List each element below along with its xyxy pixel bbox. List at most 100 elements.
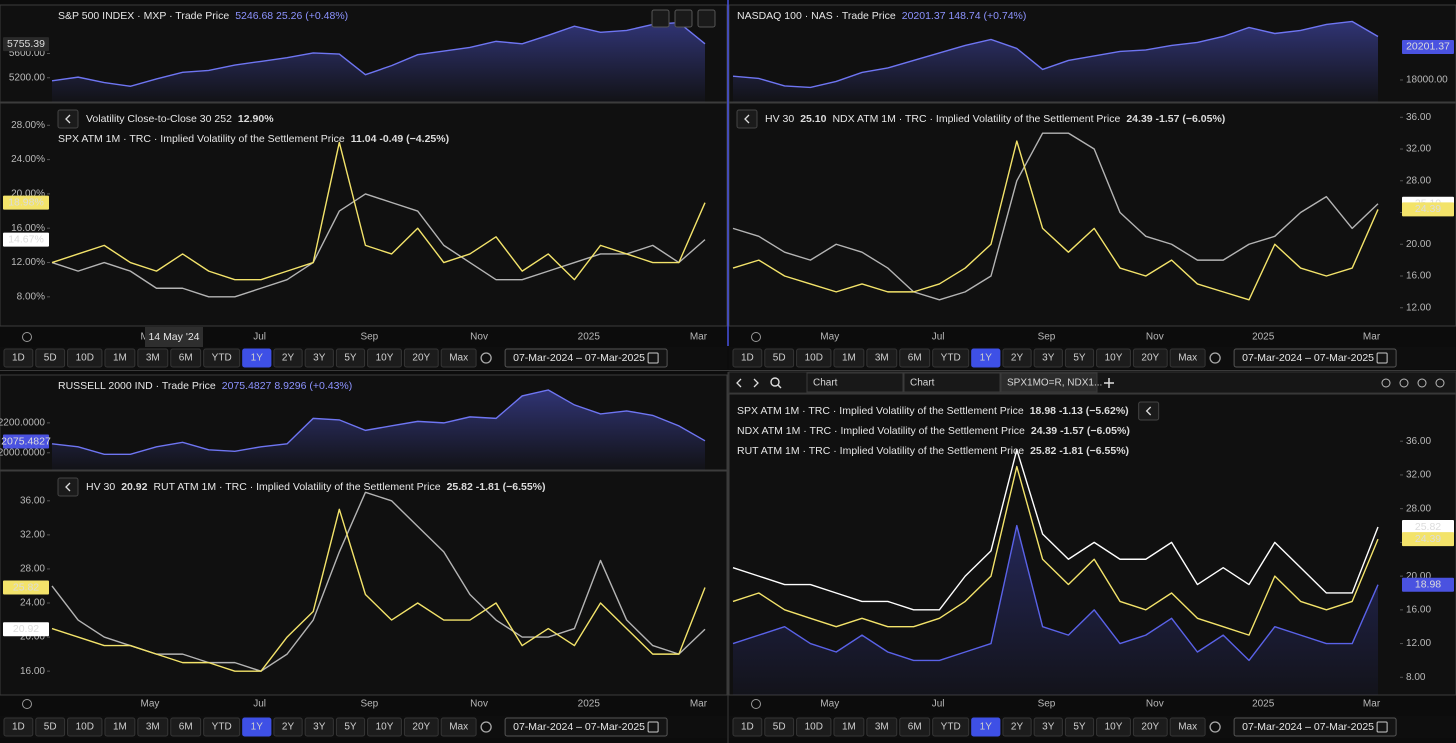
y-tick-label: 32.00 xyxy=(1406,470,1431,481)
range-button[interactable] xyxy=(67,717,103,737)
range-button[interactable] xyxy=(1002,348,1032,368)
range-button[interactable] xyxy=(3,717,34,737)
range-button[interactable] xyxy=(732,348,763,368)
range-button-label: 1M xyxy=(842,722,856,733)
tab-bar-icon[interactable] xyxy=(1417,378,1427,388)
range-button[interactable] xyxy=(304,717,334,737)
legend-name: HV 30 xyxy=(765,113,794,125)
range-button[interactable] xyxy=(367,348,402,368)
range-button[interactable] xyxy=(1064,717,1095,737)
range-button[interactable] xyxy=(932,348,970,368)
range-button[interactable] xyxy=(67,348,103,368)
range-button-label: YTD xyxy=(941,353,961,364)
range-button[interactable] xyxy=(1132,717,1168,737)
date-range-box[interactable] xyxy=(504,717,668,737)
x-tick-label: Nov xyxy=(1146,699,1164,710)
x-tick-label: Nov xyxy=(470,332,488,343)
range-button[interactable] xyxy=(335,717,366,737)
range-settings-icon[interactable] xyxy=(480,721,492,733)
date-range-box[interactable] xyxy=(1233,717,1397,737)
range-button[interactable] xyxy=(971,348,1001,368)
tab-bar-icon[interactable] xyxy=(1435,378,1445,388)
pane-tool-button[interactable] xyxy=(651,9,670,28)
range-button[interactable] xyxy=(242,717,272,737)
range-button[interactable] xyxy=(764,717,795,737)
range-button[interactable] xyxy=(35,348,66,368)
range-button[interactable] xyxy=(1002,717,1032,737)
tab-bar-icon[interactable] xyxy=(1381,378,1391,388)
range-button[interactable] xyxy=(899,717,931,737)
range-settings-icon[interactable] xyxy=(1209,721,1221,733)
range-button[interactable] xyxy=(367,717,402,737)
chart-tab[interactable] xyxy=(903,372,1001,393)
range-button[interactable] xyxy=(440,348,477,368)
range-button[interactable] xyxy=(796,348,832,368)
range-button[interactable] xyxy=(833,717,865,737)
range-button[interactable] xyxy=(35,717,66,737)
range-button[interactable] xyxy=(1132,348,1168,368)
tab-bar-icon[interactable] xyxy=(1399,378,1409,388)
back-button[interactable] xyxy=(57,477,79,497)
back-button[interactable] xyxy=(1138,401,1160,421)
date-range-box[interactable] xyxy=(504,348,668,368)
back-button[interactable] xyxy=(57,109,79,129)
date-range-box[interactable] xyxy=(1233,348,1397,368)
x-tick-label: Nov xyxy=(470,699,488,710)
range-button[interactable] xyxy=(1033,717,1063,737)
range-button[interactable] xyxy=(203,348,241,368)
range-button[interactable] xyxy=(3,348,34,368)
range-button[interactable] xyxy=(104,348,136,368)
range-button[interactable] xyxy=(866,348,898,368)
add-tab-icon[interactable] xyxy=(1104,378,1114,388)
axis-settings-icon[interactable] xyxy=(22,699,32,709)
pane-tool-button[interactable] xyxy=(674,9,693,28)
range-button[interactable] xyxy=(403,348,439,368)
range-button[interactable] xyxy=(170,717,202,737)
legend-readout: 18.98 -1.13 (−5.62%) xyxy=(1030,405,1129,417)
range-button[interactable] xyxy=(866,717,898,737)
range-button[interactable] xyxy=(764,348,795,368)
range-button[interactable] xyxy=(104,717,136,737)
range-button[interactable] xyxy=(137,348,169,368)
range-button[interactable] xyxy=(1169,348,1206,368)
range-button[interactable] xyxy=(1064,348,1095,368)
range-button[interactable] xyxy=(440,717,477,737)
legend-readout: 20.92 xyxy=(121,481,147,493)
range-button[interactable] xyxy=(899,348,931,368)
range-settings-icon[interactable] xyxy=(1209,352,1221,364)
x-tick-label: May xyxy=(140,699,159,710)
range-button[interactable] xyxy=(170,348,202,368)
range-button[interactable] xyxy=(1096,348,1131,368)
range-button[interactable] xyxy=(732,717,763,737)
range-button[interactable] xyxy=(1169,717,1206,737)
range-button[interactable] xyxy=(833,348,865,368)
range-button[interactable] xyxy=(1033,348,1063,368)
range-button-label: 6M xyxy=(179,353,193,364)
range-button[interactable] xyxy=(932,717,970,737)
chart-tab[interactable] xyxy=(1000,372,1098,393)
range-button[interactable] xyxy=(242,348,272,368)
axis-settings-icon[interactable] xyxy=(22,332,32,342)
range-button[interactable] xyxy=(304,348,334,368)
range-button[interactable] xyxy=(137,717,169,737)
range-button-label: 2Y xyxy=(282,722,295,733)
range-button[interactable] xyxy=(796,717,832,737)
chart-tab[interactable] xyxy=(806,372,904,393)
axis-settings-icon[interactable] xyxy=(751,699,761,709)
range-button-label: 10D xyxy=(805,353,823,364)
range-button[interactable] xyxy=(203,717,241,737)
range-button[interactable] xyxy=(335,348,366,368)
range-button-label: 5D xyxy=(44,722,57,733)
range-settings-icon[interactable] xyxy=(480,352,492,364)
range-button[interactable] xyxy=(273,348,303,368)
range-button[interactable] xyxy=(403,717,439,737)
series-line xyxy=(51,508,706,672)
back-button[interactable] xyxy=(736,109,758,129)
range-button-label: Max xyxy=(449,353,468,364)
axis-settings-icon[interactable] xyxy=(751,332,761,342)
range-button[interactable] xyxy=(971,717,1001,737)
range-button[interactable] xyxy=(273,717,303,737)
range-button-label: Max xyxy=(1178,722,1197,733)
range-button[interactable] xyxy=(1096,717,1131,737)
pane-tool-button[interactable] xyxy=(697,9,716,28)
